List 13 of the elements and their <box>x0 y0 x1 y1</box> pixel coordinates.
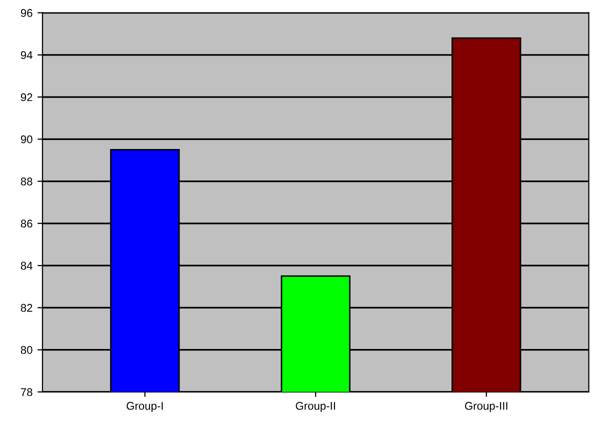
y-tick-label: 82 <box>20 304 32 312</box>
y-tick-label: 96 <box>20 9 32 17</box>
y-tick-label: 92 <box>20 93 32 102</box>
x-tick-label: Group-I <box>126 402 163 412</box>
x-tick-label: Group-II <box>296 402 335 412</box>
x-tick-label: Group-III <box>465 402 508 412</box>
y-tick-label: 78 <box>20 388 32 396</box>
y-tick-label: 94 <box>20 51 32 60</box>
y-tick-label: 84 <box>20 262 32 270</box>
y-tick-label: 88 <box>20 178 32 186</box>
y-tick-label: 90 <box>20 135 32 144</box>
y-tick-label: 86 <box>20 220 32 228</box>
y-tick-label: 80 <box>20 346 32 354</box>
